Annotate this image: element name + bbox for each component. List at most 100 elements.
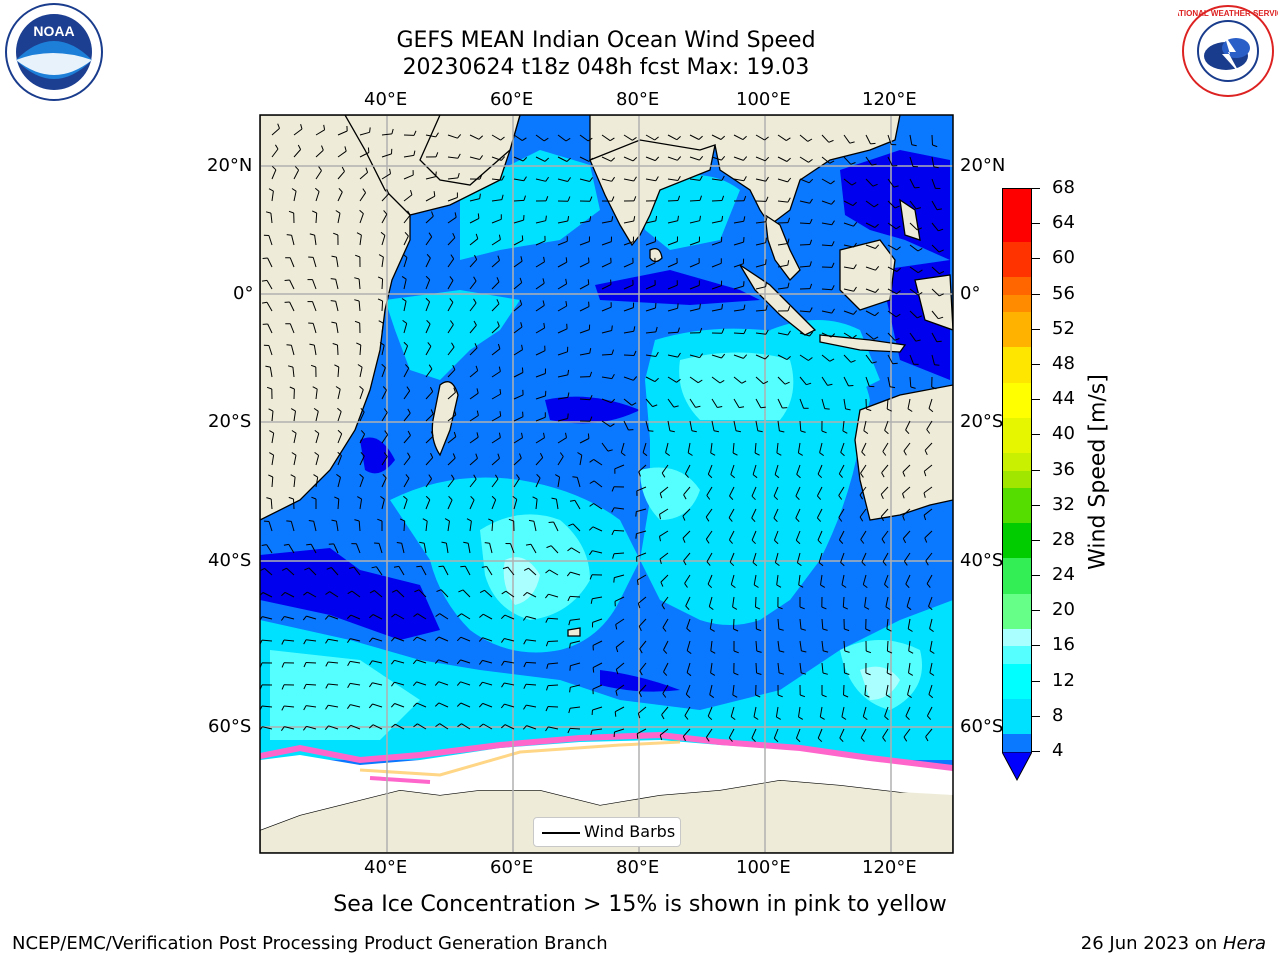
wind-barb-flag [356, 342, 362, 346]
wind-barb-flag [266, 497, 272, 500]
wind-barb-flag [778, 672, 785, 675]
wind-barb-flag [407, 430, 411, 436]
wind-barb [909, 200, 917, 210]
wind-barb [425, 435, 434, 444]
wind-barb [817, 530, 823, 541]
wind-barb [909, 376, 912, 388]
colorbar-tick [1032, 434, 1040, 436]
wind-barb-flag [707, 715, 713, 721]
wind-barb [774, 552, 779, 563]
wind-barb [425, 195, 436, 202]
wind-barb-flag [739, 406, 745, 409]
wind-barb-flag [729, 539, 733, 544]
wind-barb [799, 265, 811, 268]
colorbar-tick-label: 28 [1052, 528, 1075, 550]
wind-barb [329, 591, 339, 598]
colorbar-tick [1032, 258, 1040, 260]
wind-barb-flag [729, 495, 734, 501]
wind-barb-flag [523, 567, 529, 571]
sea-ice-region [260, 740, 953, 830]
wind-barb-flag [452, 453, 456, 459]
wind-barb [733, 420, 737, 431]
wind-barb [417, 613, 427, 620]
wind-barb [469, 347, 478, 356]
wind-barb [689, 156, 700, 161]
wind-barb [821, 156, 831, 164]
wind-barb [447, 177, 458, 180]
wind-barb [438, 681, 449, 686]
wind-barb [394, 723, 405, 730]
wind-barb [525, 683, 537, 686]
wind-barb [315, 433, 320, 444]
wind-barb [469, 370, 479, 378]
wind-barb-flag [615, 690, 618, 696]
wind-barb [795, 508, 801, 519]
wind-barb [291, 235, 295, 246]
wind-barb-flag [589, 177, 594, 182]
wind-barb [315, 212, 318, 224]
wind-barb [513, 326, 523, 334]
colorbar-segment [1003, 417, 1031, 436]
wind-barb-flag [817, 473, 823, 479]
wind-barb [425, 134, 436, 138]
wind-barb [755, 376, 764, 385]
wind-barb-flag [859, 516, 864, 522]
wind-barb-flag [831, 220, 835, 226]
wind-barb-flag [831, 262, 835, 268]
wind-barb [902, 530, 911, 539]
wind-barb-flag [773, 495, 779, 501]
wind-barb-flag [348, 566, 355, 569]
wind-barb-flag [303, 705, 307, 711]
wind-barb [728, 508, 735, 518]
wind-barb-flag [360, 451, 365, 457]
wind-barb-flag [383, 452, 388, 457]
wind-barb [799, 310, 811, 313]
wind-barb [860, 530, 867, 540]
wind-barb [733, 376, 743, 384]
wind-barb-flag [463, 541, 469, 544]
wind-barb-flag [923, 492, 926, 498]
wind-barb [775, 706, 779, 717]
wind-barb [425, 257, 431, 268]
wind-barb-flag [844, 650, 850, 653]
wind-barb [460, 681, 471, 686]
wind-barb [375, 566, 383, 576]
wind-barb-flag [359, 209, 364, 214]
wind-barb [795, 728, 801, 739]
wind-barb [579, 438, 590, 444]
wind-barb [773, 486, 779, 497]
wind-barb-flag [587, 279, 590, 285]
wind-barb-flag [566, 571, 571, 577]
wind-barb [570, 662, 581, 667]
wind-barb-flag [818, 562, 824, 567]
wind-barb-flag [755, 606, 761, 610]
wind-barb [614, 596, 625, 602]
wind-barb-flag [390, 681, 395, 687]
wind-barb-flag [520, 256, 523, 262]
wind-barb [557, 437, 567, 444]
wind-barb-flag [637, 603, 641, 609]
wind-barb-flag [403, 341, 408, 347]
wind-barb-flag [917, 269, 923, 274]
wind-barb [645, 134, 655, 141]
wind-barb-flag [413, 150, 416, 156]
wind-barb [284, 705, 295, 708]
wind-barb [843, 156, 852, 165]
wind-barb [799, 376, 807, 386]
wind-barb-flag [546, 685, 549, 691]
wind-barb-flag [860, 539, 865, 544]
wind-barb-flag [522, 616, 527, 621]
wind-barb-flag [705, 516, 710, 522]
wind-barb-flag [732, 694, 738, 698]
wind-barb-flag [669, 430, 675, 433]
wind-barb-flag [663, 671, 668, 676]
wind-barb [535, 457, 544, 466]
wind-barb-flag [730, 474, 736, 479]
wind-barb-flag [615, 647, 619, 653]
colorbar-tick-label: 68 [1052, 177, 1075, 198]
footer-credit: NCEP/EMC/Verification Post Processing Pr… [12, 933, 608, 954]
wind-barb [684, 464, 691, 475]
wind-barb-flag [425, 495, 431, 501]
wind-barb-flag [360, 407, 365, 413]
wind-barb-flag [522, 137, 527, 142]
